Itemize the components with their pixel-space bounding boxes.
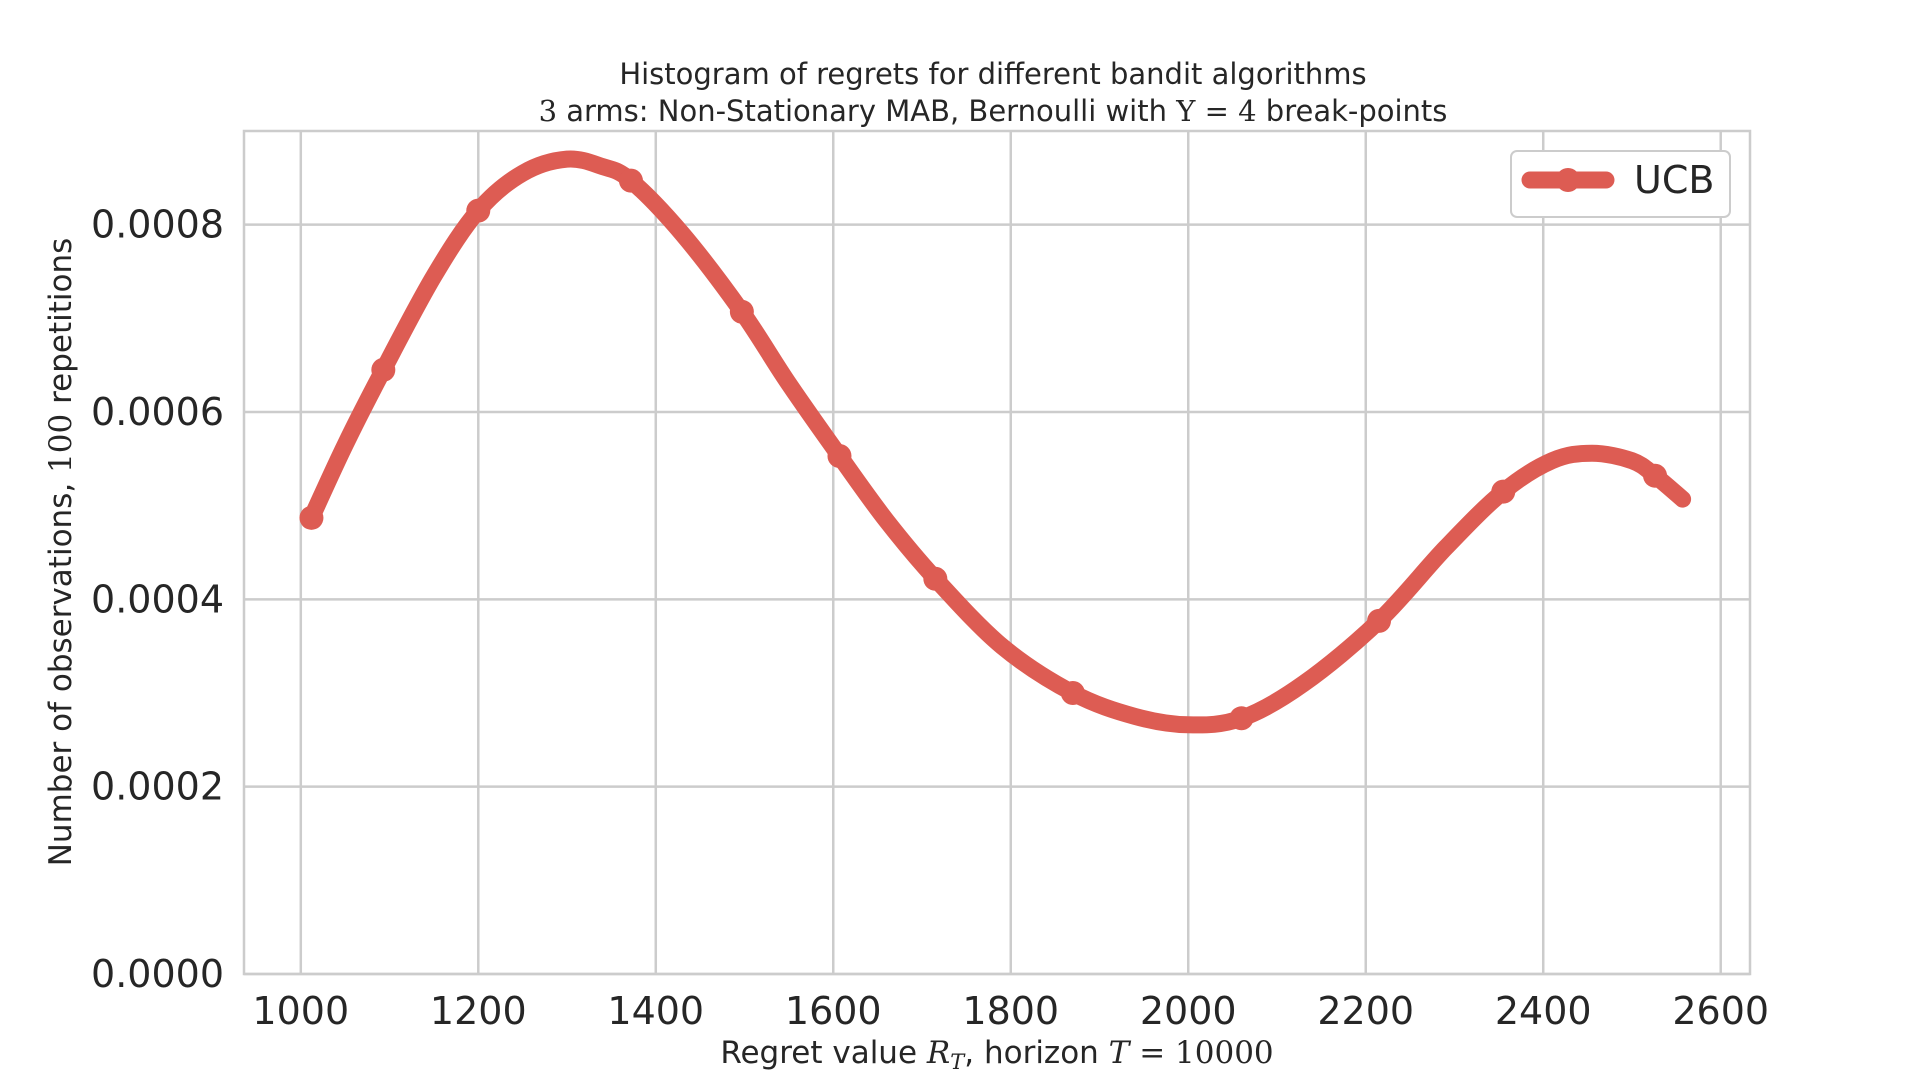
plot-frame [242,129,1752,976]
legend-label-ucb: UCB [1634,158,1714,202]
chart-subtitle: 3 arms: Non-Stationary MAB, Bernoulli wi… [539,94,1448,128]
series-point [827,444,852,469]
series-point [1643,463,1668,488]
x-tick-label: 1600 [785,989,882,1033]
series-point [1491,479,1516,504]
x-axis-label: Regret value RT, horizon T = 10000 [720,1035,1273,1074]
series-point [729,299,754,324]
x-tick-label: 1400 [607,989,704,1033]
legend-marker-ucb [1556,168,1580,192]
series-point [1367,608,1392,633]
legend: UCB [1510,150,1731,218]
x-tick-label: 2000 [1140,989,1237,1033]
series-line-ucb [302,150,1692,734]
series-point [466,198,491,223]
series-point [371,357,396,382]
series-point [299,505,324,530]
series-ucb [299,150,1692,734]
grid [244,131,1750,976]
y-tick-label: 0.0006 [91,390,224,434]
series-point [923,566,948,591]
y-axis-label: Number of observations, 100 repetitions [43,238,79,867]
x-tick-label: 2400 [1495,989,1592,1033]
x-tick-label: 1800 [962,989,1059,1033]
series-point [618,168,643,193]
chart-title: Histogram of regrets for different bandi… [619,57,1366,91]
x-tick-label: 1200 [430,989,527,1033]
series-point [1229,706,1254,731]
series-point [1060,681,1085,705]
legend-box [1510,150,1731,218]
y-tick-label: 0.0008 [91,203,224,247]
y-tick-label: 0.0004 [91,577,224,621]
x-tick-label: 2600 [1672,989,1769,1033]
x-tick-label: 1000 [252,989,349,1033]
y-tick-label: 0.0002 [91,765,224,809]
y-tick-label: 0.0000 [91,952,224,996]
x-axis-ticks: 1000 1200 1400 1600 1800 2000 2200 2400 2600 [252,989,1769,1033]
y-axis-ticks: 0.0000 0.0002 0.0004 0.0006 0.0008 [91,203,224,996]
x-tick-label: 2200 [1317,989,1414,1033]
